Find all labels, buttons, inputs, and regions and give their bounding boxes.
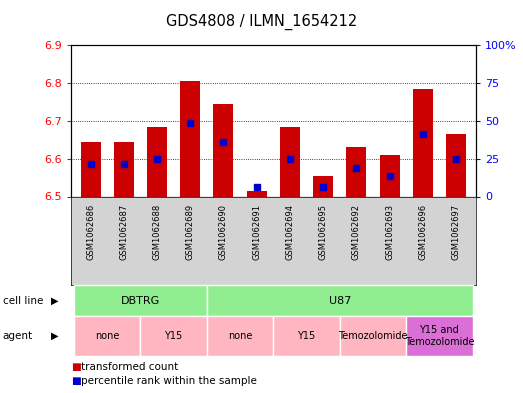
Text: U87: U87 bbox=[328, 296, 351, 306]
Text: percentile rank within the sample: percentile rank within the sample bbox=[81, 376, 257, 386]
Text: DBTRG: DBTRG bbox=[121, 296, 160, 306]
Bar bbox=[346, 147, 366, 196]
Bar bbox=[81, 141, 100, 196]
Text: GDS4808 / ILMN_1654212: GDS4808 / ILMN_1654212 bbox=[166, 14, 357, 30]
Text: none: none bbox=[95, 331, 119, 341]
Text: cell line: cell line bbox=[3, 296, 43, 306]
Text: Y15: Y15 bbox=[298, 331, 315, 341]
Bar bbox=[147, 127, 167, 196]
Bar bbox=[207, 316, 274, 356]
Text: GSM1062695: GSM1062695 bbox=[319, 204, 327, 259]
Text: GSM1062696: GSM1062696 bbox=[418, 204, 427, 260]
Bar bbox=[247, 191, 267, 196]
Text: none: none bbox=[228, 331, 252, 341]
Bar bbox=[207, 285, 473, 316]
Bar bbox=[140, 316, 207, 356]
Text: GSM1062691: GSM1062691 bbox=[252, 204, 261, 259]
Text: GSM1062693: GSM1062693 bbox=[385, 204, 394, 260]
Text: GSM1062687: GSM1062687 bbox=[119, 204, 128, 260]
Bar bbox=[280, 127, 300, 196]
Bar bbox=[446, 134, 466, 196]
Text: Y15 and
Temozolomide: Y15 and Temozolomide bbox=[405, 325, 474, 347]
Bar bbox=[274, 316, 340, 356]
Text: ▶: ▶ bbox=[51, 296, 59, 306]
Bar bbox=[213, 104, 233, 196]
Bar bbox=[380, 155, 400, 196]
Bar bbox=[74, 316, 140, 356]
Text: GSM1062689: GSM1062689 bbox=[186, 204, 195, 260]
Text: Y15: Y15 bbox=[164, 331, 183, 341]
Bar bbox=[406, 316, 473, 356]
Text: GSM1062697: GSM1062697 bbox=[451, 204, 460, 260]
Text: GSM1062692: GSM1062692 bbox=[352, 204, 361, 259]
Bar bbox=[74, 285, 207, 316]
Text: GSM1062688: GSM1062688 bbox=[153, 204, 162, 260]
Text: Temozolomide: Temozolomide bbox=[338, 331, 408, 341]
Text: ▶: ▶ bbox=[51, 331, 59, 341]
Text: GSM1062694: GSM1062694 bbox=[286, 204, 294, 259]
Text: agent: agent bbox=[3, 331, 33, 341]
Text: ■: ■ bbox=[71, 376, 81, 386]
Text: GSM1062690: GSM1062690 bbox=[219, 204, 228, 259]
Bar bbox=[313, 176, 333, 196]
Bar bbox=[114, 141, 134, 196]
Bar bbox=[180, 81, 200, 196]
Bar bbox=[413, 89, 433, 196]
Bar bbox=[340, 316, 406, 356]
Text: ■: ■ bbox=[71, 362, 81, 373]
Text: transformed count: transformed count bbox=[81, 362, 178, 373]
Text: GSM1062686: GSM1062686 bbox=[86, 204, 95, 260]
